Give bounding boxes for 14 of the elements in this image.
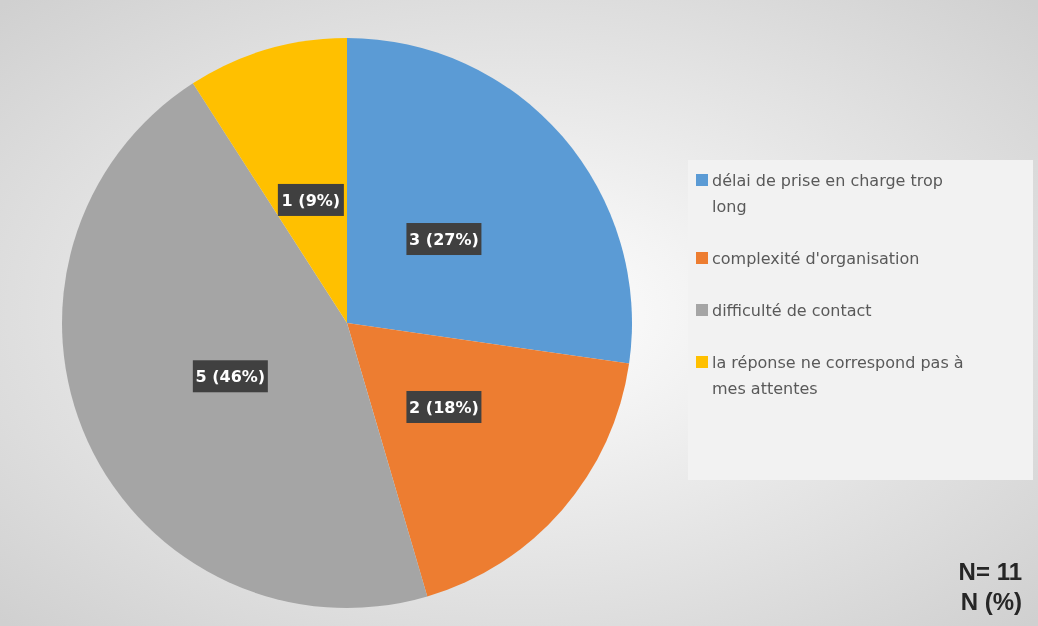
pie-slice [347, 38, 632, 364]
pie-slice [62, 83, 428, 608]
text: N (%) [960, 588, 1022, 615]
pie-slice [347, 323, 630, 597]
pie-slice [192, 38, 347, 323]
data-label: 5 (46%) [195, 366, 266, 386]
data-label: 2 (18%) [409, 397, 479, 417]
legend-label: la réponse ne correspond pas à mes attentes [712, 352, 964, 398]
data-label: 3 (27%) [409, 229, 479, 249]
legend-label: complexité d'organisation [712, 248, 920, 268]
legend-label: difficulté de contact [712, 300, 872, 320]
data-label: 1 (9%) [281, 190, 341, 210]
legend-label: délai de prise en charge trop long [712, 170, 943, 216]
text: N= 11 [958, 558, 1022, 585]
